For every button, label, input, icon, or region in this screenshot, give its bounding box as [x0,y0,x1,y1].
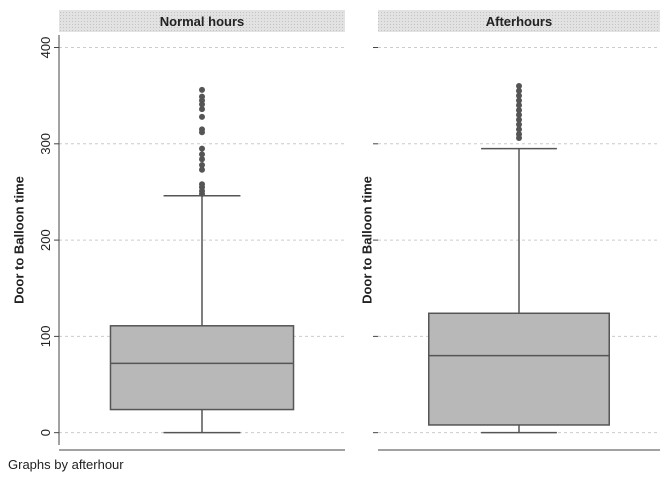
y-axis-label: Door to Balloon time [11,176,26,304]
y-tick-label: 200 [38,229,53,251]
outlier [516,83,522,90]
outlier [199,156,205,163]
outlier [199,86,205,93]
outlier [516,87,522,94]
outlier [199,113,205,120]
outlier [516,102,522,109]
outlier [516,111,522,118]
outlier [199,106,205,113]
outlier [199,166,205,173]
y-axis-label: Door to Balloon time [359,176,374,304]
strip [59,10,345,32]
outlier [516,126,522,133]
panel-title: Afterhours [486,14,552,29]
outlier [199,101,205,108]
box [428,312,610,426]
outlier [199,161,205,168]
outlier [516,116,522,123]
outlier [516,97,522,104]
outlier [199,151,205,158]
outlier [516,121,522,128]
y-tick-label: 400 [38,37,53,59]
y-tick-label: 100 [38,326,53,348]
y-tick-label: 0 [38,429,53,436]
box [109,325,295,411]
note: Graphs by afterhour [8,457,124,472]
panel-title: Normal hours [160,14,245,29]
outlier [199,129,205,136]
outlier [199,190,205,197]
outlier [516,107,522,114]
strip [378,10,660,32]
outlier [516,135,522,142]
outlier [199,145,205,152]
outlier [516,92,522,99]
y-tick-label: 300 [38,133,53,155]
